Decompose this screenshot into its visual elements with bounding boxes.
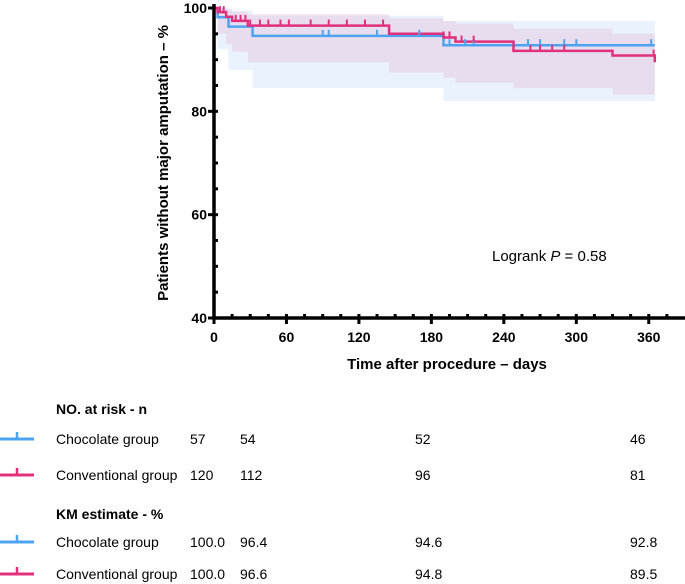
logrank-annotation: Logrank P = 0.58 [492,248,607,265]
x-tick-label: 60 [279,329,295,345]
table-cell: 89.5 [630,566,658,582]
y-axis-label: Patients without major amputation – % [155,25,172,301]
table-cell: 94.8 [415,566,443,582]
y-tick-label: 80 [191,103,207,119]
table-cell: 96.4 [240,534,268,550]
x-tick-label: 120 [347,329,371,345]
survival-curve-1 [214,6,657,63]
logrank-value: = 0.58 [560,248,606,265]
logrank-p: P [550,248,560,265]
x-tick-label: 180 [420,329,444,345]
table-cell: 112 [240,467,263,483]
table-cell: 57 [190,431,206,447]
x-axis-label: Time after procedure – days [347,356,547,373]
ci-band-1 [214,8,655,95]
confidence-bands [214,8,655,101]
legend-swatch [0,535,34,544]
survival-curves [214,6,657,63]
x-tick-label: 0 [210,329,218,345]
table-cell: 52 [415,431,431,447]
km-chart: 0 60 120 180 240 300 360 40 60 80 100 Time after p… [155,0,685,373]
table-cell: 92.8 [630,534,658,550]
group-name: Chocolate group [56,431,159,447]
x-tick-label: 360 [637,329,661,345]
km-table-title: KM estimate - % [56,506,164,522]
table-cell: 94.6 [415,534,443,550]
y-tick-label: 60 [191,207,207,223]
table-cell: 100.0 [190,534,226,550]
risk_table-row: Conventional group 120 112 96 81 [0,465,685,485]
table-cell: 96.6 [240,566,268,582]
risk_table-row: Chocolate group 57 54 52 46 [0,429,685,449]
table-cell: 54 [240,431,256,447]
table-cell: 96 [415,467,431,483]
y-tick-label: 100 [184,0,208,16]
group-name: Chocolate group [56,534,159,550]
x-tick-label: 300 [565,329,589,345]
risk-table-title: NO. at risk - n [56,401,148,417]
group-name: Conventional group [56,467,178,483]
km_table-row: Chocolate group 100.0 96.4 94.6 92.8 [0,532,685,552]
axes: 0 60 120 180 240 300 360 40 60 80 100 [184,0,685,345]
censor-marks [219,6,655,56]
km_table-row: Conventional group 100.0 96.6 94.8 89.5 [0,564,685,584]
logrank-prefix: Logrank [492,248,550,265]
table-cell: 46 [630,431,646,447]
table-cell: 81 [630,467,646,483]
legend-swatch [0,567,34,576]
x-tick-label: 240 [492,329,516,345]
legend-swatch [0,468,34,477]
table-cell: 100.0 [190,566,226,582]
legend-swatch [0,432,34,441]
y-tick-label: 40 [191,310,207,326]
table-cell: 120 [190,467,214,483]
group-name: Conventional group [56,566,178,582]
